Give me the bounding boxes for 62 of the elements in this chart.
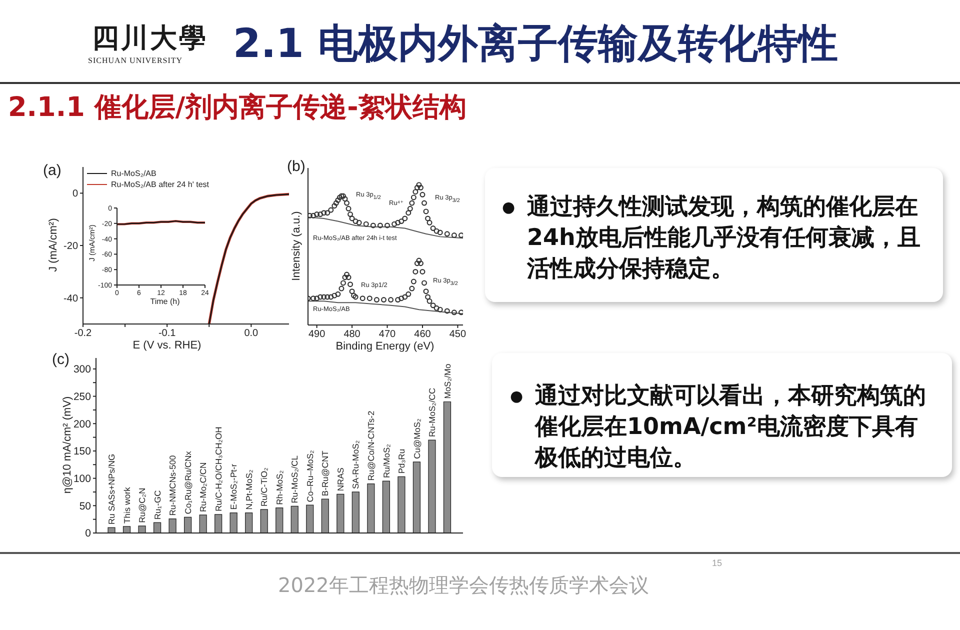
y-tick-label: -40	[64, 293, 78, 304]
text: 2.1 电极内外离子传输及转化特性	[233, 21, 838, 67]
x-tick-label: -0.2	[74, 328, 92, 340]
x-tick-label: Ru₁-GC	[152, 490, 162, 520]
x-tick-label: Ru-Mo₂C/CN	[198, 462, 208, 512]
x-tick-label: Ru-MoS₂/CL	[290, 455, 300, 504]
text: 四川大學	[92, 22, 208, 56]
x-tick-label: Cu@MoS₂	[412, 418, 422, 459]
y-tick-label: 250	[73, 391, 92, 404]
x-tick-label: NRAS	[335, 467, 346, 492]
legend-label: Ru-MoS₂/AB after 24 h' test	[111, 180, 210, 189]
text: 2.1.1 催化层/剂内离子传递-絮状结构	[8, 92, 466, 123]
y-tick-label: 150	[73, 446, 92, 458]
x-tick-label: Ru@Co/N-CNTs-2	[366, 410, 376, 481]
x-tick-label: Ru@C₂N	[137, 488, 148, 523]
y-tick-label: 300	[73, 364, 92, 376]
x-tick-label: Ru SASs+NPs/NG	[106, 454, 117, 525]
text: 2022年工程热物理学会传热传质学术会议	[278, 572, 649, 599]
x-tick-label: 450	[449, 329, 466, 340]
x-axis-title: Binding Energy (eV)	[336, 340, 434, 352]
y-tick-label: 0	[85, 528, 92, 540]
y-tick-label: 50	[79, 500, 92, 512]
x-tick-label: 470	[378, 329, 396, 340]
text: 通过对比文献可以看出，本研究构筑的催化层在10mA/cm²电流密度下具有极低的过电位。	[535, 382, 927, 473]
y-tick-label: 0	[72, 188, 78, 200]
y-tick-label: 100	[73, 473, 92, 486]
x-axis-title: E (V vs. RHE)	[132, 340, 202, 352]
x-tick-label: -0.1	[158, 328, 176, 340]
x-tick-label: Co–Ru–MoS₂	[304, 450, 315, 502]
x-tick-label: Ru/C-TiO₂	[259, 468, 270, 506]
y-axis-title: J (mA/cm²)	[48, 218, 60, 272]
x-tick-label: E-MoS₂-Pt-r	[228, 464, 239, 510]
x-tick-label: N,Pt-MoS₂	[244, 470, 254, 510]
x-tick-label: 490	[308, 329, 326, 340]
text: ●	[510, 386, 524, 407]
x-tick-label: Co₁Ru@Ru/CNx	[182, 450, 193, 514]
y-axis-title: Intensity (a.u.)	[290, 211, 302, 281]
x-tick-label: Ru-MoS₂/CC	[427, 388, 438, 438]
x-tick-label: Ru-NMCNs-500	[168, 455, 178, 516]
text: 通过持久性测试发现，构筑的催化层在24h放电后性能几乎没有任何衰减，且活性成分保持稳定。	[527, 193, 922, 284]
x-tick-label: Ru/C-H₂O/CH₃CH₂OH	[213, 426, 224, 512]
chart-title: (b)	[287, 158, 306, 175]
y-tick-label: -20	[64, 241, 78, 252]
chart-title: (a)	[43, 162, 62, 179]
x-tick-label: B-Ru@CNT	[320, 450, 330, 496]
y-axis-title: η@10 mA/cm² (mV)	[62, 396, 74, 494]
text: ●	[502, 197, 516, 218]
text: SICHUAN UNIVERSITY	[88, 56, 183, 65]
x-tick-label: SA-Ru-MoS₂	[350, 440, 361, 489]
x-axis-title: Time (h)	[150, 297, 180, 306]
text: 15	[712, 558, 722, 568]
x-tick-label: MoS₂/Mo	[442, 364, 452, 399]
x-tick-label: 0.0	[244, 328, 259, 340]
x-tick-label: 460	[414, 329, 432, 340]
x-tick-label: Ru/MoS₂	[381, 444, 392, 478]
y-tick-label: 200	[73, 418, 92, 430]
x-tick-label: 480	[344, 329, 361, 340]
x-tick-label: This work	[122, 486, 132, 524]
x-tick-label: Rh-MoS₂	[274, 470, 284, 505]
chart-title: (c)	[52, 351, 70, 368]
legend-label: Ru-MoS₂/AB	[111, 169, 156, 178]
x-tick-label: Pd₃Ru	[396, 448, 407, 474]
